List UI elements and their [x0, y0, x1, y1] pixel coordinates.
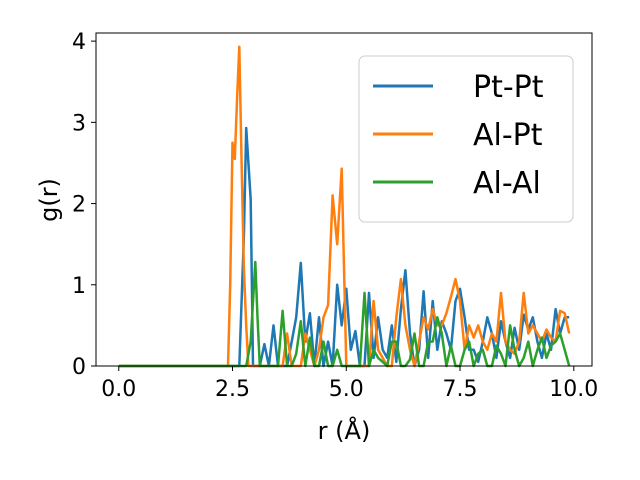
x-tick-label: 10.0 — [549, 377, 598, 402]
x-axis-ticks: 0.0 2.5 5.0 7.5 10.0 — [101, 366, 598, 402]
legend-label-pt-pt: Pt-Pt — [473, 70, 544, 105]
y-tick-label: 3 — [72, 111, 86, 136]
y-axis-ticks: 0 1 2 3 4 — [72, 30, 96, 380]
legend-label-al-pt: Al-Pt — [473, 118, 543, 153]
legend-label-al-al: Al-Al — [473, 166, 541, 201]
x-tick-label: 5.0 — [329, 377, 364, 402]
plot-frame — [95, 32, 593, 367]
y-tick-label: 0 — [72, 355, 86, 380]
legend-items: Pt-Pt Al-Pt Al-Al — [373, 70, 544, 201]
legend: Pt-Pt Al-Pt Al-Al — [358, 55, 574, 223]
y-axis-label: g(r) — [35, 178, 63, 222]
x-tick-label: 2.5 — [215, 377, 250, 402]
y-tick-label: 1 — [72, 274, 86, 299]
y-tick-label: 4 — [72, 30, 86, 55]
x-tick-label: 0.0 — [101, 377, 136, 402]
x-axis-label: r (Å) — [318, 416, 371, 445]
x-tick-label: 7.5 — [443, 377, 478, 402]
y-tick-label: 2 — [72, 193, 86, 218]
